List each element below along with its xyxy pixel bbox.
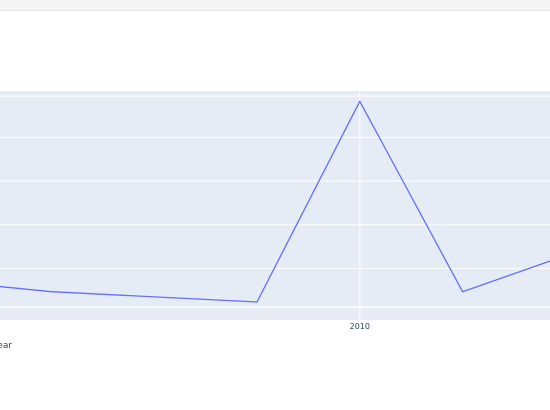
x-axis-title: Year (0, 341, 12, 351)
series-line (0, 100, 550, 303)
x-tick-labels: 2010 (350, 322, 370, 331)
browser-topbar (0, 0, 550, 11)
series-layer (0, 100, 550, 303)
x-tick-label: 2010 (350, 322, 370, 331)
grid-lines (0, 91, 550, 320)
plot-area (0, 91, 550, 320)
